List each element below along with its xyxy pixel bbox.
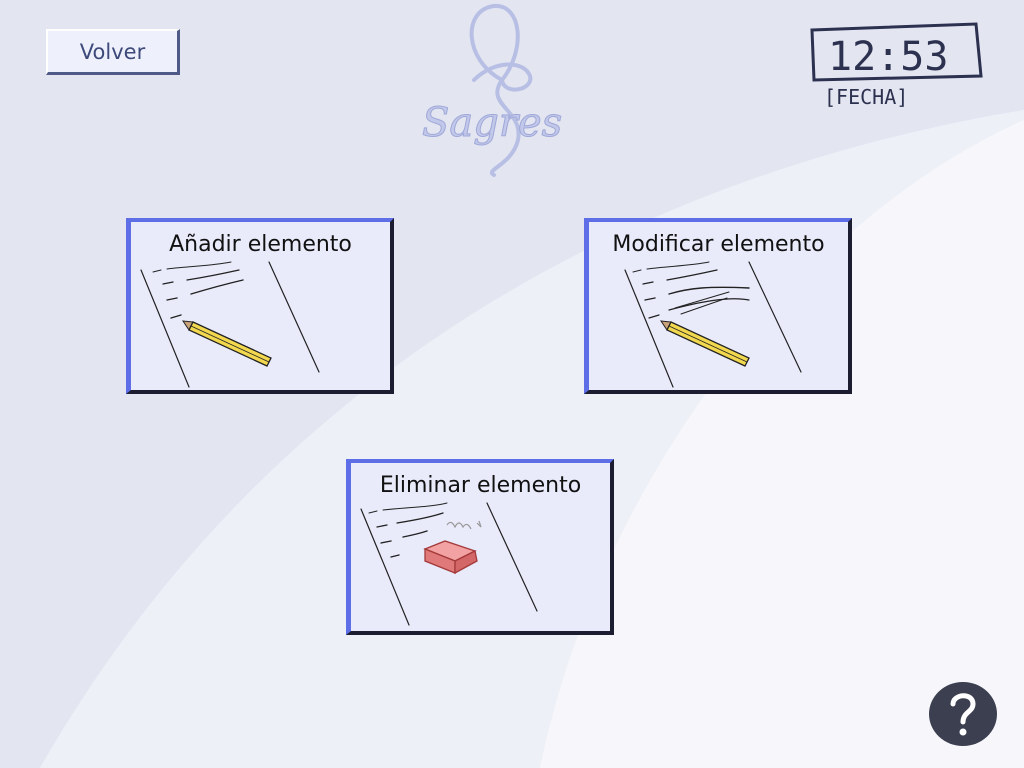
modify-element-button[interactable]: Modificar elemento <box>584 218 852 394</box>
delete-element-button[interactable]: Eliminar elemento <box>346 459 614 635</box>
sagres-logo: Sagres <box>422 3 563 177</box>
paper-eraser-icon <box>360 502 538 626</box>
help-button[interactable] <box>929 682 997 746</box>
add-element-button[interactable]: Añadir elemento <box>126 218 394 394</box>
clock-time: 12:53 <box>828 34 948 80</box>
question-mark-icon <box>950 693 976 736</box>
clock-widget: 12:53 [FECHA] <box>810 22 983 109</box>
delete-element-label: Eliminar elemento <box>379 473 582 498</box>
paper-pencil-scribble-icon <box>624 261 802 388</box>
clock-date: [FECHA] <box>824 85 908 109</box>
back-button[interactable]: Volver <box>46 29 180 75</box>
svg-text:Sagres: Sagres <box>422 100 562 146</box>
add-element-label: Añadir elemento <box>169 232 352 257</box>
modify-element-label: Modificar elemento <box>612 232 825 257</box>
paper-pencil-icon <box>140 261 320 388</box>
